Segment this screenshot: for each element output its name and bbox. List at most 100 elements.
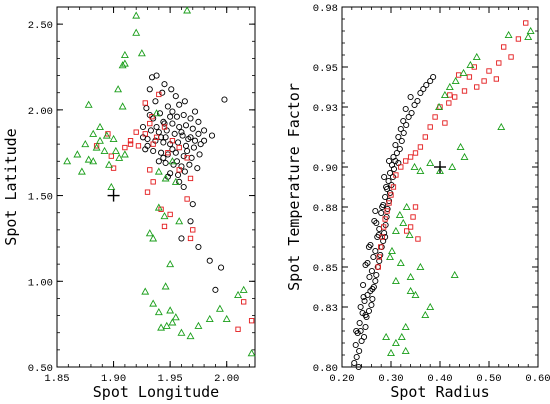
square-point [388,192,394,198]
x-tick-label: 0.50 [476,373,501,385]
square-point [235,326,241,332]
y-tick-label: 0.85 [313,263,338,275]
circle-point [162,134,169,141]
circle-point [169,120,176,127]
circle-point [160,139,167,146]
square-point [412,204,419,210]
triangle-point [166,260,175,268]
circle-point [356,319,363,327]
circle-point [388,161,396,169]
triangle-point [120,150,129,158]
triangle-point [84,100,93,108]
circle-point [414,97,421,105]
square-point [190,227,196,233]
circle-point [353,327,360,335]
triangle-point [388,246,396,255]
circle-point [187,115,194,122]
square-point [187,235,194,242]
triangle-point [504,30,513,39]
tick-labels: 1.85 1.90 1.95 2.00 0.50 1.00 1.50 2.00 2.50 [28,20,240,385]
circle-point [196,151,203,158]
triangle-point [391,226,400,235]
triangle-point [456,142,465,151]
circle-point [379,203,386,211]
circle-point [143,105,150,112]
square-point [127,138,134,144]
square-point [466,74,473,80]
circle-point [188,154,195,161]
triangle-point [445,82,454,91]
tick-labels: 0.20 0.30 0.40 0.50 0.60 0.80 0.83 0.85 0.88 0.90… [313,3,550,385]
circle-point [376,257,383,265]
triangle-point [137,49,146,57]
square-point [147,167,153,173]
triangle-point [239,285,248,293]
circle-point [385,157,393,165]
circle-point [360,281,367,289]
circle-point [150,147,157,155]
circle-point [395,133,402,141]
circle-point [189,201,196,208]
triangle-point [426,302,435,311]
circle-point [139,123,147,131]
triangle-point [89,129,98,137]
triangle-point [205,314,214,323]
circle-point [189,125,196,132]
circle-point [408,109,415,117]
triangle-point [84,155,93,163]
circle-point [393,149,400,157]
circle-point [146,86,153,93]
x-tick-label: 0.30 [378,373,403,385]
circle-point [153,123,160,131]
circle-point [161,120,168,127]
triangle-point [77,167,86,175]
triangle-point [168,157,177,165]
triangle-point [183,6,192,14]
circle-point [178,129,185,136]
triangle-point [526,26,535,35]
circle-point [147,127,154,134]
plot-frame [56,6,256,368]
circle-point [180,153,187,160]
circle-point [218,264,225,271]
circle-point [352,341,359,349]
circle-point [164,103,171,110]
triangle-point [410,162,419,171]
circle-point [168,86,175,93]
triangle-point [399,218,408,227]
triangle-point [386,252,394,261]
circle-point [167,113,174,120]
square-point [241,299,247,305]
square-point [390,184,397,190]
circle-point [175,171,182,179]
circle-point [400,129,407,137]
circle-point [362,323,369,331]
square-point [376,254,382,260]
circle-point [208,132,216,139]
circle-point [373,271,380,279]
circle-point [373,219,380,227]
x-tick-label: 0.40 [427,373,452,385]
triangle-point [175,217,184,225]
triangle-point [177,328,186,336]
circle-point [184,147,191,155]
triangle-point [472,52,481,61]
circle-point [170,161,177,168]
circle-point [369,295,376,303]
square-point [422,134,428,140]
square-point [381,224,387,230]
triangle-point [215,304,224,312]
triangle-point [186,332,195,340]
circle-point [365,307,373,315]
triangle-point [115,153,124,161]
radius-temperature-panel: 0.20 0.30 0.40 0.50 0.60 0.80 0.83 0.85 0.88 0.90… [285,3,550,401]
circle-point [158,149,165,156]
circle-point [201,137,208,144]
x-tick-label: 1.85 [44,373,69,385]
circle-point [407,93,414,101]
circle-point [368,301,375,309]
circle-point [191,137,199,144]
triangle-point [160,212,169,220]
triangle-point [401,346,410,355]
